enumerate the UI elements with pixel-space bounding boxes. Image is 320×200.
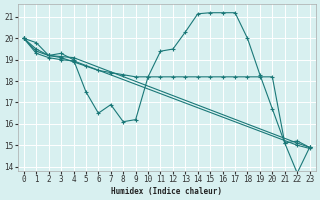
X-axis label: Humidex (Indice chaleur): Humidex (Indice chaleur) [111,187,222,196]
